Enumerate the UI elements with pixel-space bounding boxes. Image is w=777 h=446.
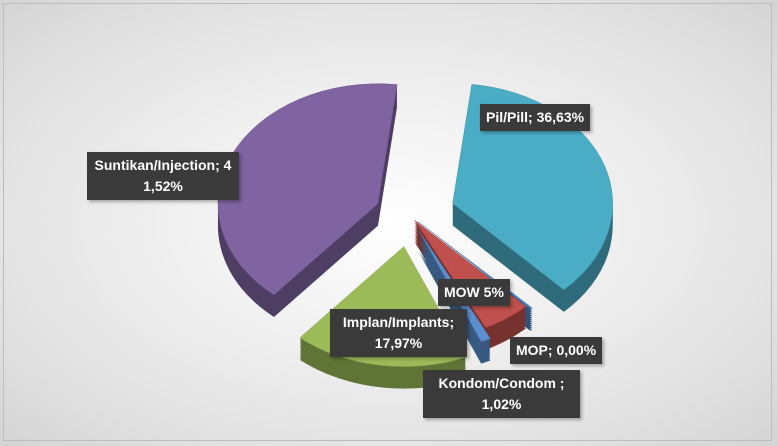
slice xyxy=(217,83,398,296)
slice xyxy=(452,84,613,291)
chart-frame xyxy=(3,3,772,441)
data-label: Suntikan/Injection; 41,52% xyxy=(87,152,239,200)
data-label: MOW 5% xyxy=(438,279,510,306)
data-label: Kondom/Condom ; 1,02% xyxy=(423,370,580,418)
data-label: MOP; 0,00% xyxy=(510,337,603,364)
data-label: Pil/Pill; 36,63% xyxy=(480,104,591,131)
data-label: Implan/Implants; 17,97% xyxy=(330,309,467,357)
slice xyxy=(418,221,534,309)
